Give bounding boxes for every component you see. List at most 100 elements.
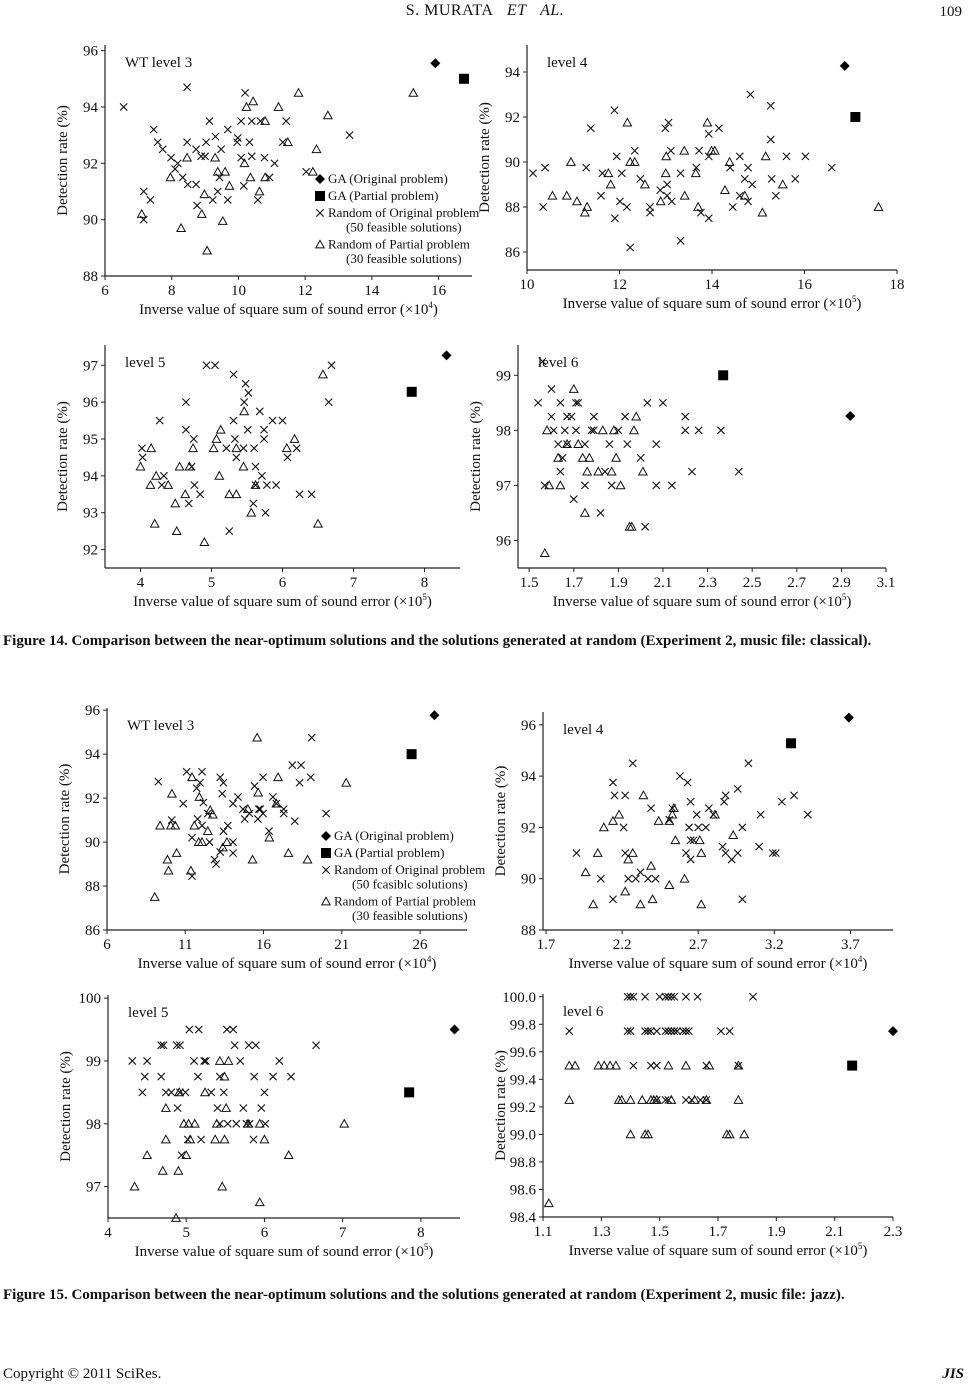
cross-stroke (243, 425, 252, 434)
random-original-point (128, 1056, 137, 1065)
x-axis-label-exponent: 4 (428, 300, 433, 310)
random-original-point (658, 398, 667, 407)
cross-stroke (547, 412, 556, 421)
cross-stroke (636, 868, 645, 877)
random-partial-point (580, 867, 591, 877)
random-original-point (733, 784, 742, 793)
y-tick-label: 98.8 (510, 1155, 536, 1171)
cross-stroke (694, 823, 703, 832)
scatter-chart-fig15-level-4: 1.7 2.2 2.7 3.2 3.7 88 90 92 94 96 level 4 Detectio… (493, 712, 893, 972)
cross-stroke (322, 866, 330, 874)
random-original-point (681, 992, 690, 1001)
cross-stroke (138, 453, 147, 462)
random-original-point (636, 453, 645, 462)
random-original-point (636, 174, 645, 183)
random-original-point (614, 426, 623, 435)
random-original-point (203, 809, 212, 818)
random-original-point (726, 163, 735, 172)
random-partial-point (588, 899, 599, 909)
random-partial-point (210, 152, 221, 162)
random-original-point (766, 135, 775, 144)
random-original-point (306, 773, 315, 782)
cross-stroke (646, 203, 655, 211)
random-original-point (646, 1027, 655, 1036)
cross-stroke (610, 791, 619, 800)
cross-stroke (182, 767, 191, 776)
random-partial-point (162, 854, 173, 864)
cross-stroke (667, 1027, 676, 1036)
cross-stroke (755, 842, 764, 851)
ga-partial-point (786, 738, 797, 749)
cross-stroke (767, 174, 776, 183)
random-original-point (295, 778, 304, 787)
x-tick-label: 2.5 (743, 575, 762, 591)
cross-stroke (324, 398, 333, 407)
random-original-point (157, 481, 166, 490)
random-original-point (563, 440, 572, 449)
random-original-point (229, 838, 237, 847)
cross-stroke (245, 809, 254, 818)
random-original-point (175, 1041, 184, 1050)
random-original-point (652, 481, 661, 490)
random-original-point (571, 398, 580, 407)
y-tick-label: 94 (505, 65, 521, 81)
random-partial-point (208, 442, 219, 453)
cross-stroke (167, 816, 176, 825)
cross-stroke (704, 214, 713, 223)
cross-stroke (676, 236, 685, 245)
cross-stroke (714, 124, 723, 133)
random-original-point (193, 1072, 202, 1081)
cross-stroke (646, 1061, 655, 1070)
random-partial-point (625, 1129, 636, 1139)
random-original-point (255, 407, 264, 416)
random-original-point (250, 782, 259, 791)
cross-stroke (229, 1025, 238, 1034)
cross-stroke (260, 435, 269, 443)
random-partial-point (555, 480, 566, 490)
random-original-point (683, 778, 692, 787)
random-partial-point (312, 518, 324, 528)
random-original-point (188, 872, 196, 881)
random-partial-point (561, 190, 572, 200)
x-axis-label: Inverse value of square sum of sound err… (563, 294, 862, 312)
random-original-point (197, 152, 206, 161)
cross-stroke (146, 195, 155, 204)
random-original-point (663, 180, 672, 189)
cross-stroke (251, 462, 260, 471)
cross-stroke (623, 992, 632, 1001)
cross-stroke (257, 1104, 266, 1113)
y-axis-label: Detection rate (%) (477, 102, 493, 213)
cross-stroke (270, 159, 279, 168)
random-original-point (192, 784, 201, 793)
random-original-point (230, 1041, 239, 1050)
random-partial-point (174, 1087, 185, 1097)
random-partial-point (136, 208, 147, 218)
random-original-point (149, 125, 158, 134)
y-tick-label: 98 (496, 423, 511, 439)
cross-stroke (167, 153, 176, 162)
random-partial-point (283, 847, 294, 857)
cross-stroke (198, 767, 206, 776)
random-original-point (652, 1061, 661, 1070)
scatter-chart-fig15-level-6: 1.1 1.3 1.5 1.7 1.9 2.1 2.3 98.4 98.6 98.8 99.0 99.… (493, 990, 902, 1259)
random-original-point (260, 425, 269, 434)
random-original-point (738, 895, 747, 904)
random-original-point (229, 1025, 238, 1034)
random-partial-point (611, 452, 622, 462)
cross-stroke (159, 471, 168, 480)
cross-stroke (623, 1027, 632, 1036)
cross-stroke (229, 370, 238, 379)
cross-stroke (771, 849, 780, 858)
x-axis-label-exponent: 5 (842, 592, 847, 602)
random-partial-point (638, 790, 649, 800)
random-partial-point (584, 452, 595, 462)
cross-stroke (259, 773, 268, 782)
x-tick-label: 7 (350, 575, 358, 591)
cross-stroke (652, 440, 661, 449)
cross-stroke (210, 855, 219, 864)
random-original-point (256, 117, 265, 126)
random-original-point (159, 471, 168, 480)
random-original-point (682, 849, 691, 858)
random-partial-point (637, 1094, 648, 1104)
cross-stroke (211, 132, 220, 141)
